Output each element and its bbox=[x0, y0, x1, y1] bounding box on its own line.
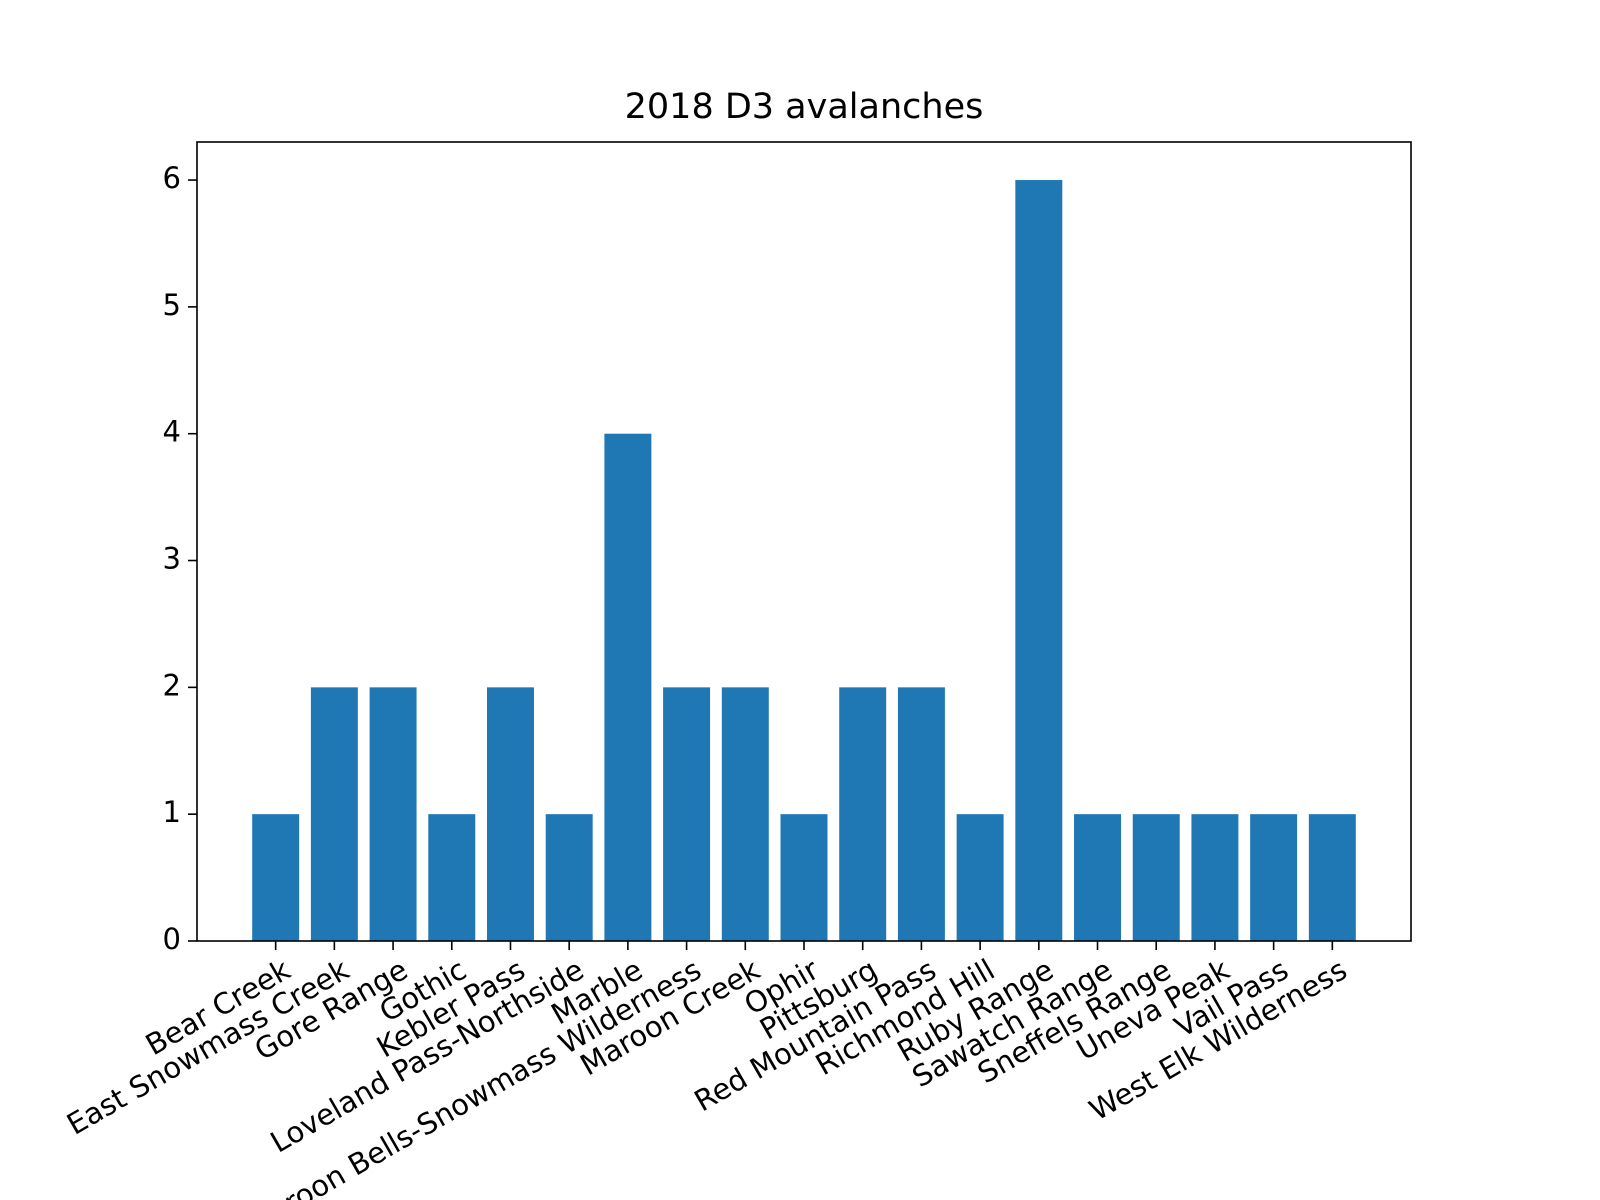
bar bbox=[604, 433, 652, 941]
bar bbox=[780, 814, 828, 941]
bar bbox=[1191, 814, 1239, 941]
y-tick-label: 1 bbox=[163, 795, 181, 829]
y-tick-label: 2 bbox=[163, 668, 181, 702]
plot-frame bbox=[196, 141, 1412, 942]
bar bbox=[1250, 814, 1298, 941]
bar bbox=[486, 687, 534, 941]
bar bbox=[545, 814, 593, 941]
y-tick-label: 4 bbox=[163, 415, 181, 449]
chart-title: 2018 D3 avalanches bbox=[625, 87, 984, 127]
y-tick-label: 3 bbox=[163, 542, 181, 576]
bar bbox=[956, 814, 1004, 941]
bar bbox=[1132, 814, 1180, 941]
bar bbox=[1074, 814, 1122, 941]
bar bbox=[1015, 180, 1063, 942]
bar bbox=[252, 814, 300, 941]
y-tick-label: 5 bbox=[163, 288, 181, 322]
bar bbox=[721, 687, 769, 941]
y-tick-label: 6 bbox=[163, 161, 181, 195]
bar bbox=[1308, 814, 1356, 941]
y-tick-label: 0 bbox=[163, 922, 181, 956]
bar bbox=[663, 687, 711, 941]
bar bbox=[369, 687, 417, 941]
bar bbox=[428, 814, 476, 941]
bar bbox=[310, 687, 358, 941]
bar bbox=[839, 687, 887, 941]
bar bbox=[897, 687, 945, 941]
